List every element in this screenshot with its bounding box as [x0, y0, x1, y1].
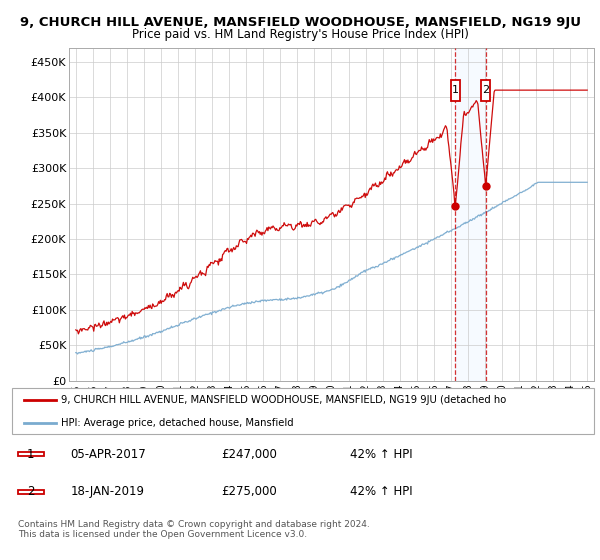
Bar	[18, 452, 44, 456]
Bar	[451, 80, 460, 101]
Text: HPI: Average price, detached house, Mansfield: HPI: Average price, detached house, Mans…	[61, 418, 294, 428]
Bar	[455, 48, 486, 381]
Text: 9, CHURCH HILL AVENUE, MANSFIELD WOODHOUSE, MANSFIELD, NG19 9JU: 9, CHURCH HILL AVENUE, MANSFIELD WOODHOU…	[19, 16, 581, 29]
Text: Price paid vs. HM Land Registry's House Price Index (HPI): Price paid vs. HM Land Registry's House …	[131, 28, 469, 41]
Text: 05-APR-2017: 05-APR-2017	[70, 447, 146, 461]
Text: £275,000: £275,000	[221, 486, 277, 498]
Text: 2: 2	[482, 85, 490, 95]
Text: Contains HM Land Registry data © Crown copyright and database right 2024.
This d: Contains HM Land Registry data © Crown c…	[18, 520, 370, 539]
Text: 9, CHURCH HILL AVENUE, MANSFIELD WOODHOUSE, MANSFIELD, NG19 9JU (detached ho: 9, CHURCH HILL AVENUE, MANSFIELD WOODHOU…	[61, 395, 507, 405]
Text: £247,000: £247,000	[221, 447, 277, 461]
Text: 42% ↑ HPI: 42% ↑ HPI	[350, 447, 412, 461]
Text: 18-JAN-2019: 18-JAN-2019	[70, 486, 144, 498]
Text: 1: 1	[27, 447, 35, 461]
Text: 42% ↑ HPI: 42% ↑ HPI	[350, 486, 412, 498]
Text: 2: 2	[27, 486, 35, 498]
Bar	[481, 80, 490, 101]
Bar	[18, 489, 44, 494]
Text: 1: 1	[452, 85, 459, 95]
